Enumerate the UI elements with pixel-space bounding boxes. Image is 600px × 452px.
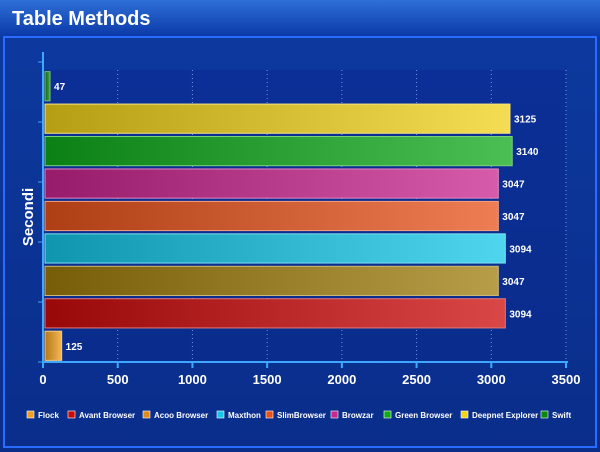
x-tick-label: 1000 xyxy=(178,372,207,387)
bar-value-label: 3094 xyxy=(509,309,532,320)
bar-acoo-browser xyxy=(44,265,499,296)
legend-label: Green Browser xyxy=(395,411,452,420)
bar-browzar xyxy=(44,168,499,199)
legend-label: Swift xyxy=(552,411,571,420)
bar-value-label: 125 xyxy=(66,342,83,353)
chart-title: Table Methods xyxy=(12,8,151,30)
x-tick-label: 2000 xyxy=(327,372,356,387)
bar-value-label: 3047 xyxy=(502,180,525,191)
legend-label: Acoo Browser xyxy=(154,411,208,420)
x-tick-label: 500 xyxy=(107,372,129,387)
legend-swatch xyxy=(216,410,225,419)
legend-label: Flock xyxy=(38,411,59,420)
legend-swatch xyxy=(383,410,392,419)
x-tick-label: 3000 xyxy=(477,372,506,387)
legend-label: Browzar xyxy=(342,411,374,420)
legend-swatch xyxy=(142,410,151,419)
bar-deepnet-explorer xyxy=(44,103,511,134)
legend-swatch xyxy=(265,410,274,419)
bar-green-browser xyxy=(44,136,513,167)
bar-swift xyxy=(44,71,51,102)
bar-slimbrowser xyxy=(44,200,499,232)
x-tick-label: 2500 xyxy=(402,372,431,387)
title-bar xyxy=(0,0,600,36)
bar-maxthon xyxy=(44,233,506,264)
y-axis-label: Secondi xyxy=(20,188,37,246)
chart-border xyxy=(3,36,597,448)
legend-label: Deepnet Explorer xyxy=(472,411,538,420)
legend-swatch xyxy=(540,410,549,419)
bar-value-label: 3125 xyxy=(514,115,537,126)
legend-swatch xyxy=(67,410,76,419)
legend-label: SlimBrowser xyxy=(277,411,326,420)
legend-label: Avant Browser xyxy=(79,411,135,420)
legend-swatch xyxy=(330,410,339,419)
bar-flock xyxy=(44,330,63,361)
bar-avant-browser xyxy=(44,298,506,329)
x-tick-label: 0 xyxy=(39,372,46,387)
bar-value-label: 3140 xyxy=(516,147,539,158)
bar-value-label: 3047 xyxy=(502,277,525,288)
legend: Flock Avant Browser Acoo Browser Maxthon Sli… xyxy=(26,410,571,420)
legend-label: Maxthon xyxy=(228,411,261,420)
bar-value-label: 47 xyxy=(54,82,66,93)
x-axis: 0 500 1000 1500 2000 2500 3000 3500 xyxy=(38,52,580,387)
x-tick-label: 1500 xyxy=(253,372,282,387)
legend-swatch xyxy=(26,410,35,419)
bar-value-label: 3094 xyxy=(509,244,532,255)
legend-swatch xyxy=(460,410,469,419)
bar-value-label: 3047 xyxy=(502,212,525,223)
x-tick-label: 3500 xyxy=(552,372,581,387)
bars-group: 47 3125 3140 3047 3047 3094 3047 3094 125 xyxy=(44,71,539,361)
